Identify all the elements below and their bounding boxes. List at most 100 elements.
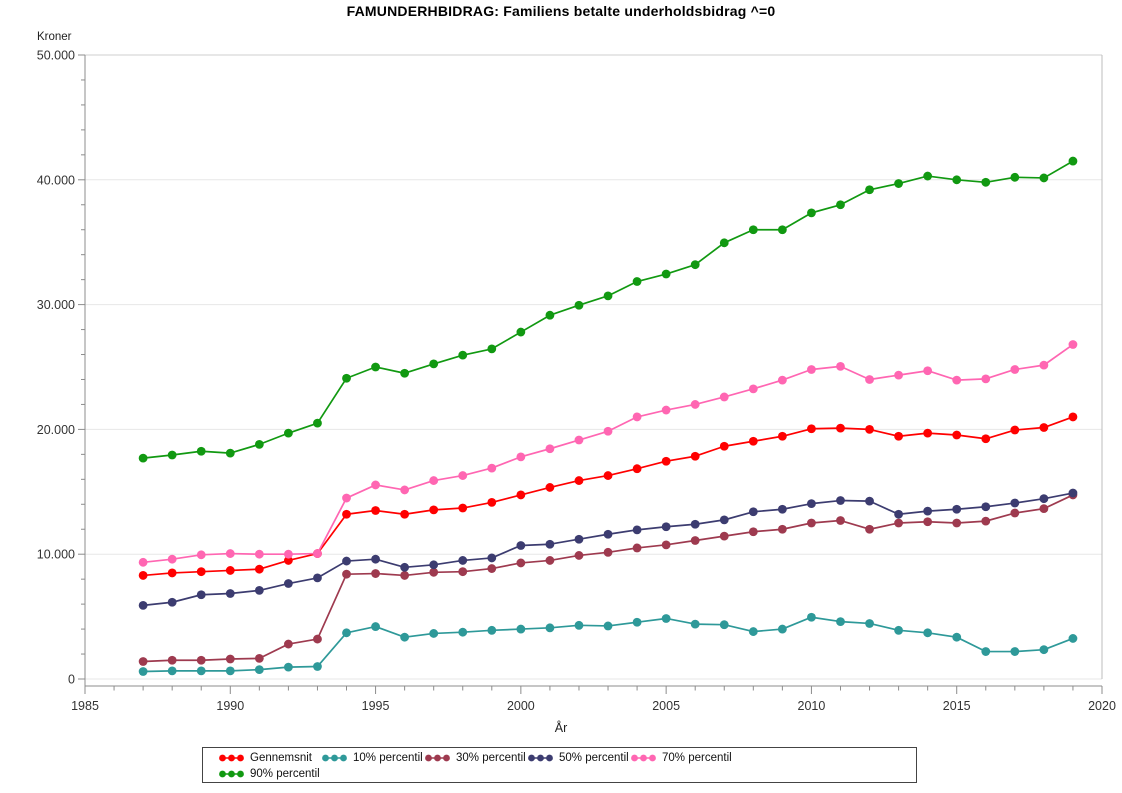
data-point — [400, 509, 410, 519]
data-point — [342, 556, 351, 566]
series-line-70-percentil — [143, 343, 1074, 564]
data-point — [1039, 173, 1049, 183]
data-point — [138, 657, 148, 666]
data-point — [574, 620, 584, 630]
data-point — [138, 571, 148, 580]
data-point — [952, 375, 962, 385]
legend-marker-icon — [631, 754, 656, 762]
data-point — [719, 620, 729, 630]
y-axis: 0 10.000 20.000 30.000 40.000 50.000 — [37, 49, 86, 687]
data-point — [719, 238, 729, 248]
legend-label: 30% percentil — [456, 752, 526, 764]
data-point — [487, 625, 497, 635]
x-tick-label: 1990 — [216, 699, 244, 713]
data-point — [545, 539, 555, 549]
legend-label: 90% percentil — [250, 768, 320, 780]
legend-marker-icon — [219, 754, 244, 762]
data-point — [632, 464, 642, 474]
data-point — [254, 585, 264, 595]
data-point — [342, 628, 351, 638]
data-point — [196, 567, 206, 577]
data-point — [487, 564, 497, 573]
data-point — [1010, 172, 1020, 182]
data-point — [400, 562, 410, 572]
data-point — [545, 444, 555, 454]
data-point — [225, 549, 235, 558]
data-point — [777, 624, 787, 634]
data-point — [138, 557, 148, 567]
data-point — [167, 597, 177, 607]
legend-item-70-percentil: 70% percentil — [630, 752, 733, 764]
data-point — [545, 623, 555, 633]
data-point — [777, 375, 787, 385]
data-point — [894, 431, 903, 441]
data-point — [777, 524, 787, 534]
series-10-percentil — [138, 612, 1078, 676]
data-point — [313, 418, 322, 428]
legend-marker-icon — [528, 754, 553, 762]
data-point — [748, 507, 758, 517]
data-point — [196, 666, 206, 676]
data-point — [807, 518, 816, 528]
data-point — [690, 519, 700, 529]
data-point — [545, 483, 555, 492]
data-point — [516, 558, 526, 568]
data-point — [574, 551, 584, 560]
data-point — [777, 225, 787, 235]
data-point — [342, 569, 351, 579]
legend-item-10-percentil: 10% percentil — [321, 752, 424, 764]
data-point — [458, 503, 468, 513]
data-point — [487, 553, 497, 563]
data-point — [865, 524, 874, 534]
data-point — [545, 556, 555, 565]
data-point — [254, 564, 264, 574]
data-point — [1010, 498, 1020, 508]
data-point — [923, 517, 933, 527]
data-point — [313, 573, 322, 583]
data-point — [952, 430, 962, 440]
data-point — [196, 655, 206, 665]
data-point — [748, 627, 758, 636]
data-point — [952, 504, 962, 514]
legend: Gennemsnit 10% percentil 30% percentil 50% … — [202, 747, 917, 783]
data-point — [923, 628, 933, 638]
series-gennemsnit — [138, 412, 1078, 580]
data-point — [923, 366, 933, 376]
data-point — [225, 666, 235, 676]
data-point — [1039, 504, 1049, 514]
data-point — [719, 441, 729, 451]
data-point — [284, 662, 293, 672]
x-tick-label: 2000 — [507, 699, 535, 713]
data-point — [487, 344, 497, 354]
data-point — [865, 496, 874, 506]
data-point — [836, 200, 845, 210]
data-point — [807, 365, 816, 374]
data-point — [777, 504, 787, 514]
data-point — [225, 566, 235, 575]
legend-item-gennemsnit: Gennemsnit — [218, 752, 321, 764]
y-tick-label: 20.000 — [37, 423, 75, 437]
data-point — [748, 384, 758, 394]
data-point — [1010, 365, 1020, 374]
data-point — [167, 666, 177, 676]
data-point — [516, 452, 526, 462]
data-point — [1039, 360, 1049, 370]
data-point — [284, 428, 293, 438]
data-point — [429, 505, 439, 515]
data-point — [719, 392, 729, 402]
legend-row-2: 90% percentil — [218, 766, 916, 782]
series-30-percentil — [138, 490, 1078, 666]
data-point — [458, 471, 468, 480]
data-point — [429, 359, 439, 369]
data-point — [981, 516, 991, 526]
data-point — [690, 536, 700, 545]
data-point — [429, 567, 439, 577]
data-point — [371, 554, 380, 564]
data-point — [952, 632, 962, 642]
y-tick-label: 0 — [68, 673, 75, 687]
data-point — [923, 428, 933, 438]
data-point — [807, 208, 816, 218]
data-point — [1068, 340, 1078, 349]
data-point — [284, 556, 293, 565]
